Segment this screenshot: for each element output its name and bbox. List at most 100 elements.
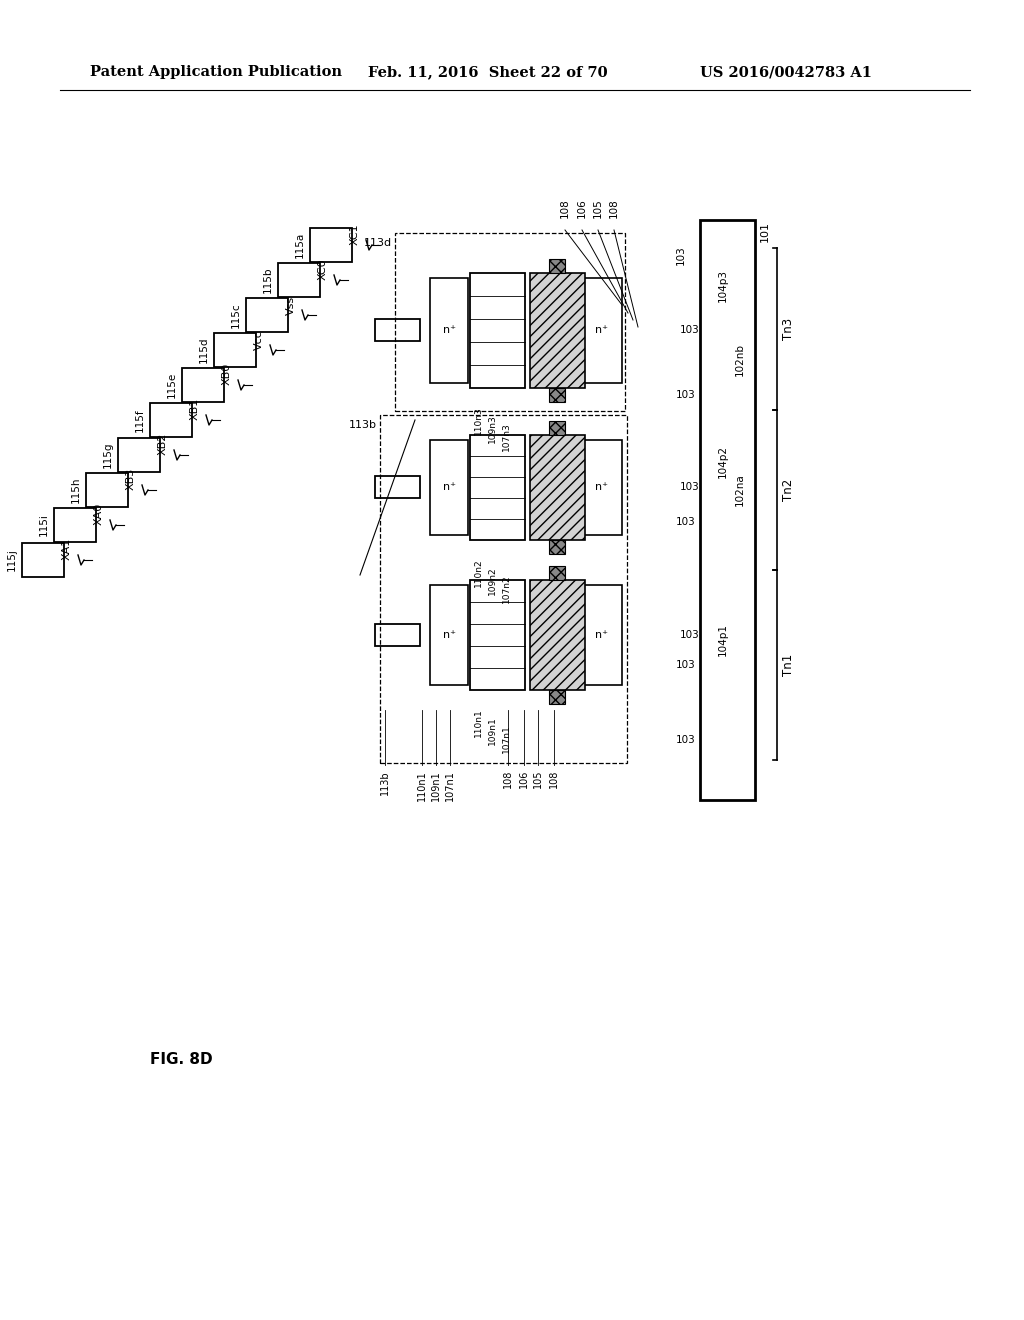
Bar xyxy=(530,436,585,540)
Bar xyxy=(430,279,468,383)
Bar xyxy=(549,566,565,579)
Text: 105: 105 xyxy=(593,198,603,218)
Text: 115j: 115j xyxy=(7,549,17,572)
Bar xyxy=(278,263,319,297)
Text: 115e: 115e xyxy=(167,372,177,399)
Bar xyxy=(430,440,468,535)
Text: XB1: XB1 xyxy=(190,397,200,420)
Text: Vss: Vss xyxy=(286,296,296,315)
Text: 113b: 113b xyxy=(349,420,377,430)
Text: Feb. 11, 2016  Sheet 22 of 70: Feb. 11, 2016 Sheet 22 of 70 xyxy=(368,65,607,79)
Bar xyxy=(375,477,420,498)
Bar xyxy=(150,403,193,437)
Bar xyxy=(549,388,565,403)
Text: XC0: XC0 xyxy=(318,259,328,280)
Bar xyxy=(182,368,224,403)
Text: 108: 108 xyxy=(549,770,559,788)
Text: 110n1: 110n1 xyxy=(417,770,427,801)
Text: 106: 106 xyxy=(519,770,529,788)
Text: 107n2: 107n2 xyxy=(502,574,511,603)
Text: 103: 103 xyxy=(680,482,699,492)
Text: 109n2: 109n2 xyxy=(487,566,497,594)
Text: 115b: 115b xyxy=(263,267,273,293)
Bar xyxy=(22,543,63,577)
Text: 115g: 115g xyxy=(103,442,113,469)
Text: 102na: 102na xyxy=(735,474,745,507)
Text: XA0: XA0 xyxy=(94,503,104,525)
Text: 115a: 115a xyxy=(295,232,305,259)
Bar xyxy=(530,579,585,690)
Text: US 2016/0042783 A1: US 2016/0042783 A1 xyxy=(700,65,872,79)
Bar xyxy=(395,234,625,411)
Text: 106: 106 xyxy=(577,198,587,218)
Text: 115i: 115i xyxy=(39,513,49,536)
Bar xyxy=(580,279,622,383)
Text: n⁺: n⁺ xyxy=(595,325,607,335)
Text: Tn1: Tn1 xyxy=(782,653,795,676)
Text: 108: 108 xyxy=(560,198,570,218)
Text: 110n2: 110n2 xyxy=(473,558,482,586)
Text: FIG. 8D: FIG. 8D xyxy=(150,1052,213,1068)
Bar xyxy=(549,540,565,554)
Bar xyxy=(700,220,755,800)
Text: XA1: XA1 xyxy=(62,537,72,560)
Bar xyxy=(530,273,585,388)
Text: 107n1: 107n1 xyxy=(445,770,455,801)
Text: 103: 103 xyxy=(680,630,699,640)
Text: 115h: 115h xyxy=(71,477,81,503)
Text: 109n1: 109n1 xyxy=(431,770,441,801)
Text: XB0: XB0 xyxy=(222,363,232,385)
Bar xyxy=(375,624,420,645)
Text: Patent Application Publication: Patent Application Publication xyxy=(90,65,342,79)
Text: 104p3: 104p3 xyxy=(718,268,728,301)
Text: 103: 103 xyxy=(676,660,695,671)
Bar xyxy=(549,421,565,436)
Text: Tn2: Tn2 xyxy=(782,479,795,502)
Text: n⁺: n⁺ xyxy=(595,482,607,492)
Text: 103: 103 xyxy=(676,735,695,744)
Bar xyxy=(470,579,525,690)
Text: n⁺: n⁺ xyxy=(442,630,456,640)
Text: 104p1: 104p1 xyxy=(718,623,728,656)
Bar xyxy=(246,298,288,333)
Text: 108: 108 xyxy=(609,198,618,218)
Bar xyxy=(380,414,627,763)
Text: 101: 101 xyxy=(760,222,770,243)
Text: 115d: 115d xyxy=(199,337,209,363)
Bar xyxy=(375,319,420,341)
Bar xyxy=(470,436,525,540)
Text: n⁺: n⁺ xyxy=(595,630,607,640)
Text: 115f: 115f xyxy=(135,408,145,432)
Bar xyxy=(310,228,352,261)
Text: 113d: 113d xyxy=(364,238,392,248)
Text: XB3: XB3 xyxy=(126,467,136,490)
Text: n⁺: n⁺ xyxy=(442,325,456,335)
Bar xyxy=(430,585,468,685)
Text: Vcc: Vcc xyxy=(254,330,264,350)
Text: 109n1: 109n1 xyxy=(487,715,497,744)
Text: 105: 105 xyxy=(534,770,543,788)
Text: 104p2: 104p2 xyxy=(718,446,728,479)
Text: 115c: 115c xyxy=(231,302,241,327)
Text: 103: 103 xyxy=(676,517,695,527)
Bar xyxy=(470,273,525,388)
Bar xyxy=(214,333,256,367)
Text: Tn3: Tn3 xyxy=(782,318,795,341)
Text: 107n1: 107n1 xyxy=(502,723,511,752)
Bar xyxy=(549,259,565,273)
Bar xyxy=(86,473,128,507)
Text: 108: 108 xyxy=(503,770,513,788)
Text: XC1: XC1 xyxy=(350,223,360,246)
Text: 103: 103 xyxy=(680,325,699,335)
Bar xyxy=(118,438,160,473)
Bar xyxy=(54,508,96,543)
Text: 107n3: 107n3 xyxy=(502,422,511,450)
Bar xyxy=(580,440,622,535)
Text: 109n3: 109n3 xyxy=(487,414,497,442)
Text: 113b: 113b xyxy=(380,770,390,795)
Text: 103: 103 xyxy=(676,389,695,400)
Bar xyxy=(580,585,622,685)
Text: n⁺: n⁺ xyxy=(442,482,456,492)
Text: 110n3: 110n3 xyxy=(473,407,482,434)
Text: 103: 103 xyxy=(676,246,686,265)
